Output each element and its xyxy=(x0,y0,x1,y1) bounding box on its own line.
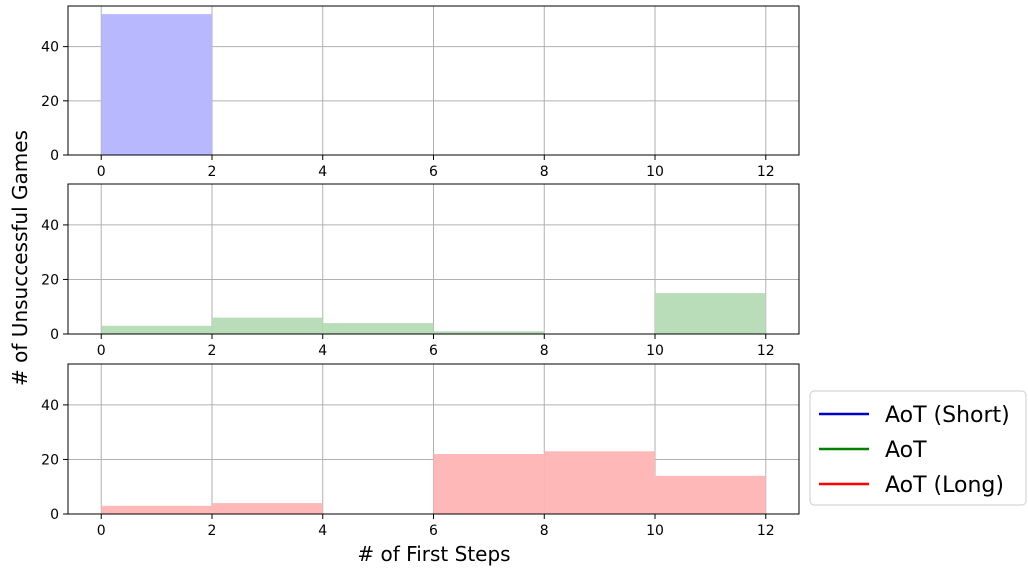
x-tick-label: 8 xyxy=(540,523,549,539)
x-tick-label: 0 xyxy=(97,164,106,180)
x-tick-label: 10 xyxy=(646,523,664,539)
histogram-bar xyxy=(544,451,656,514)
y-tick-label: 0 xyxy=(50,327,59,343)
x-tick-label: 0 xyxy=(97,523,106,539)
x-tick-label: 4 xyxy=(318,164,327,180)
x-tick-label: 6 xyxy=(429,164,438,180)
histogram-bar xyxy=(433,454,545,514)
histogram-bar xyxy=(433,331,545,334)
x-tick-label: 8 xyxy=(540,164,549,180)
subplot-3: 0 2 4 6 8 10 12 0 20 40 xyxy=(41,363,800,539)
legend-label: AoT xyxy=(885,438,927,463)
x-tick-label: 6 xyxy=(429,343,438,359)
histogram-bar xyxy=(655,293,766,334)
subplot-2: 0 2 4 6 8 10 12 0 20 40 xyxy=(41,183,800,359)
subplot-panels: 0 2 4 6 8 10 12 0 20 40 0 2 4 6 8 10 12 0 20 40 0 2 4 6 8 10 12 0 20… xyxy=(41,5,800,539)
legend-label: AoT (Short) xyxy=(885,403,1010,428)
histogram-bar xyxy=(322,323,434,334)
x-tick-label: 12 xyxy=(757,343,775,359)
y-tick-label: 40 xyxy=(41,218,59,234)
y-tick-label: 20 xyxy=(41,452,59,468)
histogram-bar xyxy=(211,503,323,514)
subplot-1: 0 2 4 6 8 10 12 0 20 40 xyxy=(41,5,800,180)
x-tick-label: 4 xyxy=(318,343,327,359)
x-axis-title: # of First Steps xyxy=(357,542,510,566)
x-tick-label: 0 xyxy=(97,343,106,359)
histogram-bar xyxy=(211,317,323,334)
y-tick-label: 40 xyxy=(41,40,59,56)
x-tick-label: 4 xyxy=(318,523,327,539)
x-tick-label: 6 xyxy=(429,523,438,539)
histogram-bar xyxy=(655,475,766,514)
x-tick-label: 10 xyxy=(646,164,664,180)
legend-label: AoT (Long) xyxy=(885,473,1004,498)
legend-box xyxy=(809,390,1027,506)
x-tick-label: 10 xyxy=(646,343,664,359)
x-tick-label: 12 xyxy=(757,523,775,539)
histogram-bar xyxy=(101,325,212,334)
y-tick-label: 40 xyxy=(41,398,59,414)
legend: AoT (Short) AoT AoT (Long) xyxy=(809,390,1027,506)
histogram-bar xyxy=(101,14,212,155)
x-tick-label: 8 xyxy=(540,343,549,359)
y-axis-title: # of Unsuccessful Games xyxy=(8,130,32,386)
x-tick-label: 2 xyxy=(208,343,217,359)
y-tick-label: 0 xyxy=(50,507,59,523)
x-tick-label: 2 xyxy=(208,523,217,539)
y-tick-label: 20 xyxy=(41,272,59,288)
y-tick-label: 0 xyxy=(50,148,59,164)
x-tick-label: 2 xyxy=(208,164,217,180)
y-tick-label: 20 xyxy=(41,94,59,110)
x-tick-label: 12 xyxy=(757,164,775,180)
histogram-bar xyxy=(101,505,212,514)
